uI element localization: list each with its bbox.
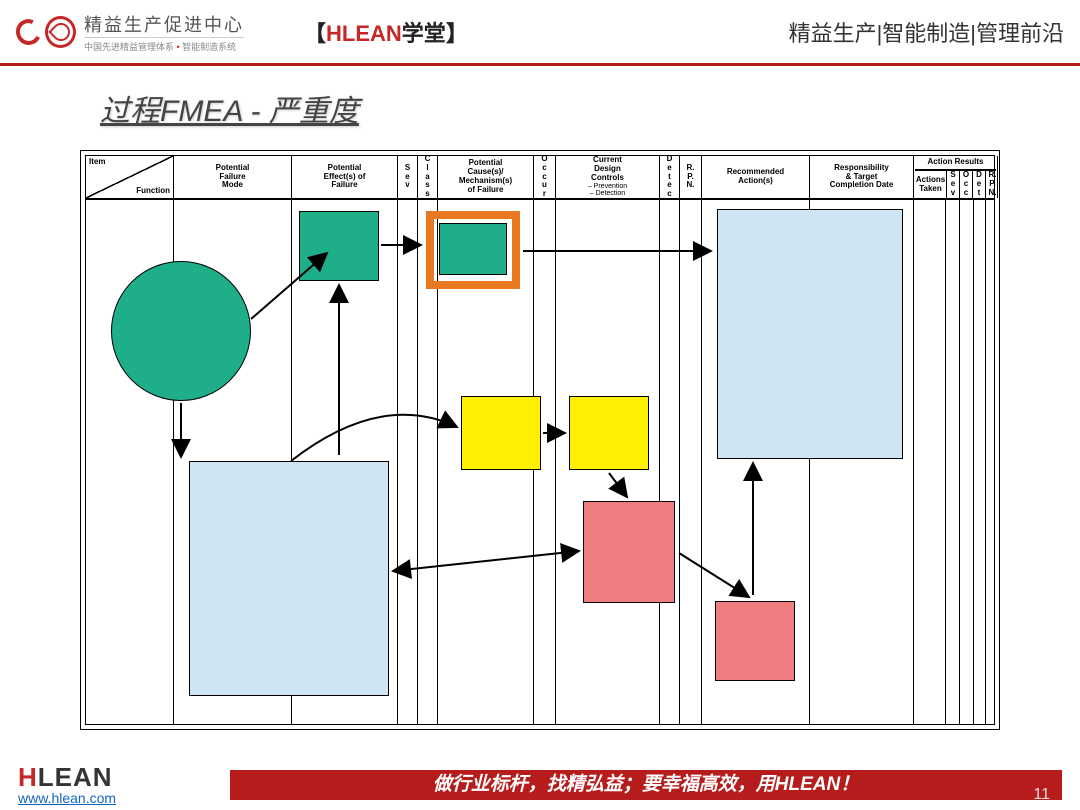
rect-lightblue-large (189, 461, 389, 696)
rect-green-small (299, 211, 379, 281)
column-header: Recommended Action(s) (702, 156, 810, 198)
brand-center: 【HLEAN学堂】 (304, 16, 468, 48)
column-divider (397, 199, 398, 725)
column-header: Potential Cause(s)/ Mechanism(s) of Fail… (438, 156, 534, 198)
footer-logo: HLEAN (18, 762, 113, 793)
logo-title: 精益生产促进中心 (84, 11, 244, 37)
column-divider (959, 199, 960, 725)
column-divider (659, 199, 660, 725)
rect-yellow-1 (461, 396, 541, 470)
page-title: 过程FMEA - 严重度 (100, 86, 1080, 130)
column-divider (973, 199, 974, 725)
column-divider (913, 199, 914, 725)
logo-icon (16, 7, 76, 57)
footer-url: www.hlean.com (18, 790, 116, 806)
rect-green-inner (439, 223, 507, 275)
rect-yellow-2 (569, 396, 649, 470)
column-divider (555, 199, 556, 725)
page-number: 11 (1033, 786, 1050, 804)
column-header: O c c u r (534, 156, 556, 198)
footer: HLEAN www.hlean.com 做行业标杆，找精弘益；要幸福高效，用HL… (0, 770, 1080, 810)
column-divider (417, 199, 418, 725)
column-header: ItemFunction (86, 156, 174, 198)
column-header: C l a s s (418, 156, 438, 198)
column-header: Potential Effect(s) of Failure (292, 156, 398, 198)
rect-red-2 (715, 601, 795, 681)
brand-tagline: 精益生产|智能制造|管理前沿 (789, 16, 1064, 48)
header: 精益生产促进中心 中国先进精益管理体系 • 智能制造系统 【HLEAN学堂】 精… (0, 0, 1080, 66)
column-header: D e t e c (660, 156, 680, 198)
logo-text: 精益生产促进中心 中国先进精益管理体系 • 智能制造系统 (84, 11, 244, 53)
fmea-worksheet: ItemFunctionPotential Failure ModePotent… (80, 150, 1000, 730)
table-header: ItemFunctionPotential Failure ModePotent… (85, 155, 995, 199)
rect-red-1 (583, 501, 675, 603)
column-header: Current Design Controls– Prevention– Det… (556, 156, 660, 198)
column-divider (945, 199, 946, 725)
column-header: R. P. N. (680, 156, 702, 198)
column-header: Action ResultsActions TakenS e vO c cD e… (914, 156, 998, 198)
column-divider (985, 199, 986, 725)
logo-subtitle: 中国先进精益管理体系 • 智能制造系统 (84, 37, 244, 53)
footer-slogan: 做行业标杆，找精弘益；要幸福高效，用HLEAN！ (230, 770, 1062, 800)
column-header: Responsibility & Target Completion Date (810, 156, 914, 198)
column-divider (701, 199, 702, 725)
column-header: Potential Failure Mode (174, 156, 292, 198)
rect-lightblue-right (717, 209, 903, 459)
column-divider (679, 199, 680, 725)
circle-green (111, 261, 251, 401)
column-header: S e v (398, 156, 418, 198)
